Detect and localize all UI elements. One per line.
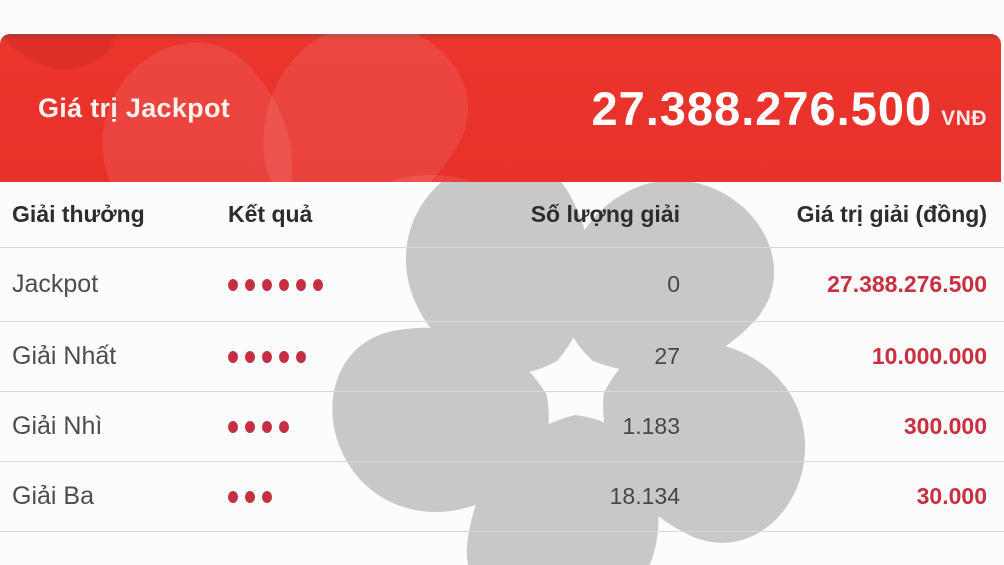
prize-value: 300.000 [903,413,987,439]
prize-name: Jackpot [12,270,99,298]
result-rings [228,420,482,433]
result-rings [228,490,482,503]
result-rings [228,350,482,363]
hidden-number-ring-icon [245,420,255,433]
hidden-number-ring-icon [313,278,323,291]
prize-count: 0 [667,271,680,297]
jackpot-value-group: 27.388.276.500 VNĐ [591,81,1001,136]
header-count: Số lượng giải [530,201,680,227]
prize-results-table: Giải thưởng Kết quả Số lượng giải Giá tr… [0,182,1004,532]
prize-value: 27.388.276.500 [827,271,987,297]
hidden-number-ring-icon [245,350,255,363]
hidden-number-ring-icon [262,350,272,363]
prize-value: 10.000.000 [871,343,987,369]
hidden-number-ring-icon [262,490,272,503]
table-row-giai-nhi: Giải Nhì 1.183 300.000 [0,392,1004,462]
hidden-number-ring-icon [262,278,272,291]
hidden-number-ring-icon [262,420,272,433]
header-result: Kết quả [228,201,313,227]
prize-value: 30.000 [916,483,987,509]
hidden-number-ring-icon [279,420,289,433]
table-row-giai-nhat: Giải Nhất 27 10.000.000 [0,322,1004,392]
hidden-number-ring-icon [245,278,255,291]
prize-count: 18.134 [609,483,680,509]
jackpot-currency: VNĐ [941,106,987,130]
hidden-number-ring-icon [296,350,306,363]
hidden-number-ring-icon [296,278,306,291]
hidden-number-ring-icon [228,350,238,363]
hidden-number-ring-icon [245,490,255,503]
jackpot-value: 27.388.276.500 [591,81,933,135]
prize-name: Giải Ba [12,482,94,510]
hidden-number-ring-icon [228,490,238,503]
table-row-jackpot: Jackpot 0 27.388.276.500 [0,248,1004,322]
prize-count: 27 [654,343,680,369]
result-rings [228,278,482,291]
header-value: Giá trị giải (đồng) [796,201,987,227]
hidden-number-ring-icon [279,350,289,363]
hidden-number-ring-icon [279,278,289,291]
jackpot-banner: Giá trị Jackpot 27.388.276.500 VNĐ [0,34,1001,182]
prize-count: 1.183 [622,413,680,439]
table-header-row: Giải thưởng Kết quả Số lượng giải Giá tr… [0,182,1004,248]
prize-name: Giải Nhất [12,342,117,370]
table-row-giai-ba: Giải Ba 18.134 30.000 [0,462,1004,532]
jackpot-banner-label: Giá trị Jackpot [38,92,231,123]
header-prize: Giải thưởng [12,201,145,227]
hidden-number-ring-icon [228,278,238,291]
prize-name: Giải Nhì [12,412,103,440]
hidden-number-ring-icon [228,420,238,433]
